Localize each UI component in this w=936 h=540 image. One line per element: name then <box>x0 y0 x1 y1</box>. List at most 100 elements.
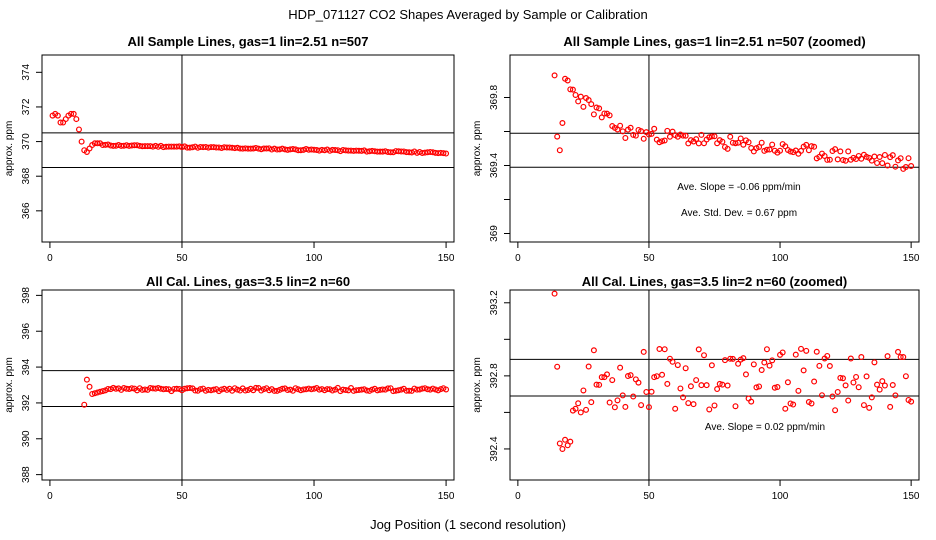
y-tick-label: 394 <box>21 358 32 375</box>
data-point <box>714 386 721 393</box>
data-point <box>868 394 875 401</box>
data-point <box>782 405 789 412</box>
data-point <box>908 398 915 405</box>
data-point <box>598 374 605 381</box>
panel-2: All Sample Lines, gas=1 lin=2.51 n=507 (… <box>472 34 920 264</box>
data-point <box>866 404 873 411</box>
panel-title: All Cal. Lines, gas=3.5 lin=2 n=60 (zoom… <box>582 274 848 289</box>
data-point <box>682 365 689 372</box>
data-point <box>398 386 405 393</box>
x-tick-label: 0 <box>515 253 521 264</box>
data-point <box>614 397 621 404</box>
data-point <box>860 402 867 409</box>
data-point <box>105 385 112 392</box>
data-point <box>234 144 241 151</box>
panel-title: All Sample Lines, gas=1 lin=2.51 n=507 <box>128 34 369 49</box>
data-point <box>186 385 193 392</box>
data-point <box>858 155 865 162</box>
data-point <box>732 403 739 410</box>
data-point <box>638 402 645 409</box>
data-point <box>887 403 894 410</box>
x-tick-label: 0 <box>47 253 53 264</box>
data-point <box>260 386 267 393</box>
data-point <box>659 138 666 145</box>
data-point <box>590 347 597 354</box>
data-point <box>606 112 613 119</box>
data-point <box>711 133 718 140</box>
data-point <box>698 382 705 389</box>
data-point <box>837 148 844 155</box>
data-point <box>855 384 862 391</box>
data-point <box>693 136 700 143</box>
data-point <box>826 363 833 370</box>
data-point <box>562 436 569 443</box>
data-point <box>721 357 728 364</box>
data-point <box>57 119 64 126</box>
data-point <box>99 388 106 395</box>
data-point <box>556 147 563 154</box>
data-point <box>252 144 259 151</box>
panel-3: All Cal. Lines, gas=3.5 lin=2 n=60 0 50 100… <box>4 274 455 502</box>
data-point <box>554 363 561 370</box>
data-point <box>128 385 135 392</box>
data-point <box>645 404 652 411</box>
data-point <box>645 131 652 138</box>
data-point <box>619 392 626 399</box>
y-tick-label: 366 <box>21 202 32 219</box>
y-tick-label: 372 <box>21 98 32 115</box>
data-point <box>748 398 755 405</box>
data-point <box>664 127 671 134</box>
data-point <box>596 381 603 388</box>
plot-frame <box>41 54 455 243</box>
data-point <box>703 382 710 389</box>
data-point <box>745 139 752 146</box>
data-point <box>871 153 878 160</box>
data-point <box>729 355 736 362</box>
y-tick-label: 370 <box>21 133 32 150</box>
data-point <box>858 354 865 361</box>
data-point <box>863 373 870 380</box>
data-point <box>572 405 579 412</box>
data-point <box>661 137 668 144</box>
data-point <box>889 382 896 389</box>
data-point <box>73 116 80 123</box>
data-point <box>583 406 590 413</box>
data-point <box>292 146 299 153</box>
data-point <box>94 389 101 396</box>
data-point <box>414 386 421 393</box>
data-point <box>695 140 702 147</box>
data-point <box>197 386 204 393</box>
data-point <box>787 148 794 155</box>
data-point <box>811 378 818 385</box>
data-point <box>387 149 394 156</box>
data-point <box>311 146 318 153</box>
data-point <box>669 358 676 365</box>
data-point <box>577 409 584 416</box>
data-point <box>81 401 88 408</box>
data-point <box>897 155 904 162</box>
data-point <box>818 392 825 399</box>
data-point <box>640 348 647 355</box>
data-point <box>879 160 886 167</box>
data-point <box>798 147 805 154</box>
data-point <box>774 384 781 391</box>
data-point <box>622 403 629 410</box>
data-point <box>766 362 773 369</box>
data-point <box>569 86 576 93</box>
data-point <box>666 133 673 140</box>
data-point <box>771 384 778 391</box>
data-point <box>601 110 608 117</box>
data-point <box>803 141 810 148</box>
data-point <box>892 392 899 399</box>
y-tick-label: 393.2 <box>489 290 500 315</box>
data-point <box>897 354 904 361</box>
data-point <box>839 375 846 382</box>
data-point <box>651 125 658 132</box>
y-axis-label: approx. ppm <box>472 121 483 177</box>
data-point <box>332 147 339 154</box>
x-tick-label: 100 <box>306 491 323 502</box>
data-point <box>75 126 82 133</box>
data-point <box>242 387 249 394</box>
data-point <box>300 386 307 393</box>
